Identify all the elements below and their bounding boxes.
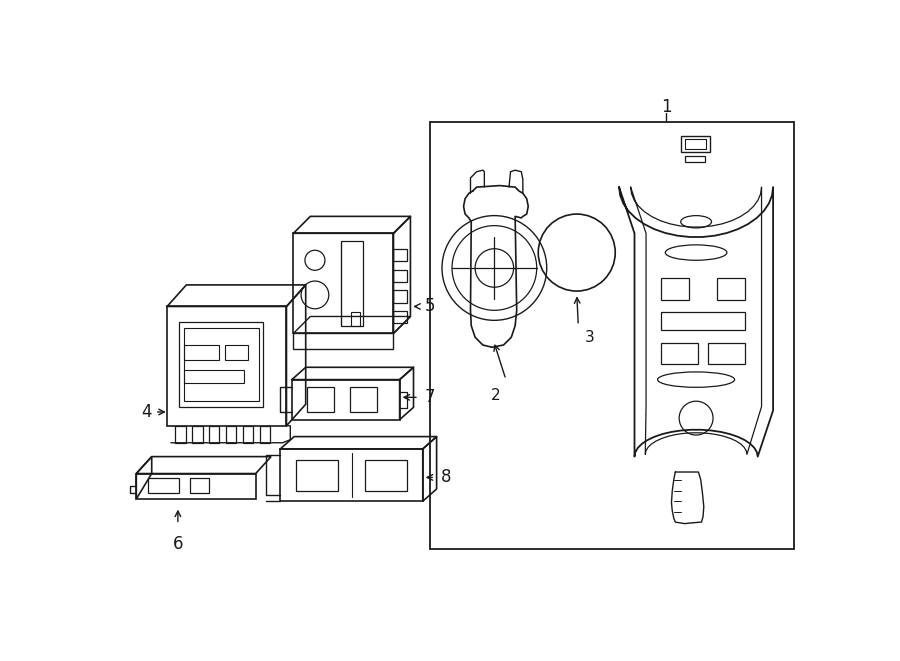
Bar bbox=[293, 333, 393, 349]
Bar bbox=[351, 312, 360, 326]
Bar bbox=[243, 426, 254, 443]
Bar bbox=[365, 461, 408, 491]
Bar bbox=[685, 139, 706, 149]
Bar bbox=[393, 249, 408, 261]
Bar bbox=[393, 290, 408, 303]
Bar bbox=[167, 307, 286, 426]
Bar bbox=[175, 426, 185, 443]
Bar bbox=[226, 426, 237, 443]
Bar bbox=[184, 328, 258, 401]
Bar bbox=[662, 312, 744, 330]
Bar bbox=[662, 342, 698, 364]
Text: 3: 3 bbox=[584, 330, 594, 345]
Bar bbox=[307, 387, 334, 412]
Bar bbox=[184, 345, 219, 360]
Text: 8: 8 bbox=[441, 469, 452, 486]
Bar bbox=[662, 278, 689, 299]
Bar bbox=[280, 449, 423, 501]
Text: 2: 2 bbox=[491, 387, 500, 403]
Text: 5: 5 bbox=[424, 297, 435, 315]
Bar bbox=[680, 136, 710, 152]
Bar bbox=[148, 478, 179, 492]
Bar bbox=[184, 369, 244, 383]
Bar bbox=[259, 426, 270, 443]
Text: 6: 6 bbox=[173, 535, 183, 553]
Bar bbox=[717, 278, 744, 299]
Text: 7: 7 bbox=[424, 388, 435, 407]
Bar bbox=[292, 379, 400, 420]
Bar bbox=[293, 233, 393, 333]
Bar bbox=[225, 345, 248, 360]
Bar bbox=[685, 155, 706, 162]
Bar bbox=[179, 322, 264, 407]
Bar bbox=[707, 342, 744, 364]
Bar bbox=[296, 461, 338, 491]
Text: 4: 4 bbox=[141, 403, 152, 421]
Bar bbox=[393, 311, 408, 323]
Bar bbox=[349, 387, 376, 412]
Bar bbox=[190, 478, 210, 492]
Bar bbox=[393, 270, 408, 282]
Bar bbox=[430, 122, 794, 549]
Bar bbox=[192, 426, 202, 443]
Bar bbox=[209, 426, 220, 443]
Text: 1: 1 bbox=[661, 98, 671, 116]
Bar bbox=[341, 241, 363, 326]
